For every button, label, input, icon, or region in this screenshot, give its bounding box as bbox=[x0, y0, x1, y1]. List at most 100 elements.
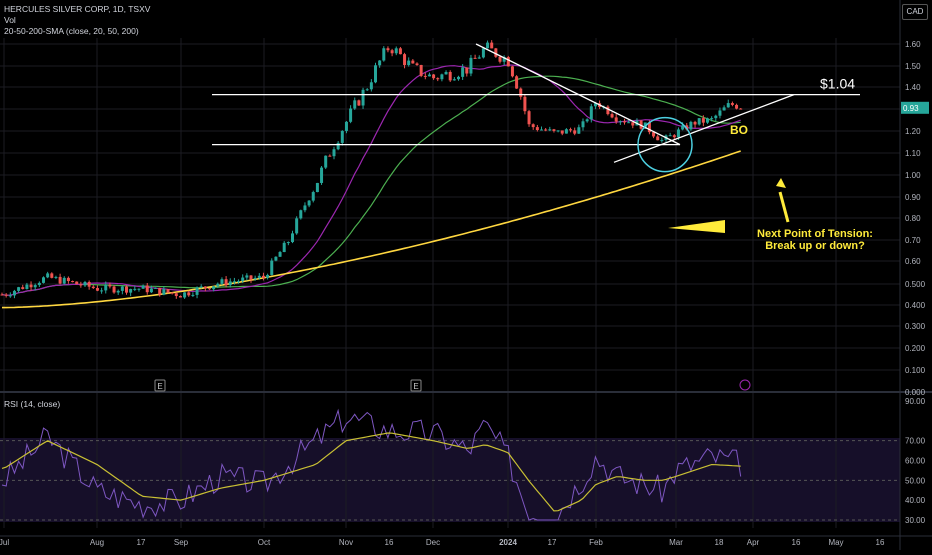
candle-body bbox=[614, 117, 618, 122]
price-tick-label: 0.200 bbox=[905, 344, 926, 353]
candle-body bbox=[129, 288, 133, 293]
candle-body bbox=[66, 277, 70, 282]
candle-body bbox=[585, 119, 589, 122]
time-tick-label: 18 bbox=[715, 538, 724, 547]
candle-body bbox=[739, 108, 743, 110]
candle-body bbox=[253, 277, 257, 280]
candle-body bbox=[394, 48, 398, 54]
breakout-label: BO bbox=[730, 123, 748, 137]
candle-body bbox=[291, 233, 294, 243]
candle-body bbox=[191, 294, 195, 296]
candle-body bbox=[465, 67, 469, 74]
time-tick-label: Sep bbox=[174, 538, 189, 547]
rsi-tick-label: 60.00 bbox=[905, 457, 926, 466]
candle-body bbox=[490, 42, 494, 49]
candle-body bbox=[307, 200, 311, 206]
currency-badge[interactable]: CAD bbox=[902, 4, 928, 20]
time-tick-label: Feb bbox=[589, 538, 603, 547]
candle-body bbox=[656, 136, 660, 141]
price-tick-label: 1.20 bbox=[905, 127, 921, 136]
candle-body bbox=[62, 277, 66, 284]
candle-body bbox=[361, 89, 365, 106]
rsi-tick-label: 70.00 bbox=[905, 437, 926, 446]
candle-body bbox=[278, 252, 282, 257]
candle-body bbox=[581, 121, 585, 128]
price-tick-label: 1.50 bbox=[905, 62, 921, 71]
candle-body bbox=[627, 122, 631, 124]
candle-body bbox=[735, 104, 739, 109]
candle-body bbox=[299, 210, 303, 219]
candle-body bbox=[569, 129, 573, 131]
candle-body bbox=[718, 110, 722, 116]
candle-body bbox=[535, 127, 539, 131]
time-tick-label: Oct bbox=[258, 538, 271, 547]
candle-body bbox=[237, 281, 241, 283]
time-tick-label: Mar bbox=[669, 538, 683, 547]
breakout-circle bbox=[637, 116, 693, 173]
candle-body bbox=[303, 205, 307, 211]
candle-body bbox=[444, 71, 448, 75]
candle-body bbox=[407, 60, 411, 66]
candle-body bbox=[58, 276, 62, 284]
candle-body bbox=[87, 282, 91, 287]
sma-label: 20-50-200-SMA (close, 20, 50, 200) bbox=[4, 26, 139, 36]
candle-body bbox=[324, 155, 328, 168]
candle-body bbox=[427, 74, 431, 77]
candle-body bbox=[726, 103, 730, 108]
candle-body bbox=[676, 129, 680, 138]
tension-note-line: Next Point of Tension: bbox=[757, 228, 873, 240]
candle-body bbox=[12, 290, 16, 296]
candle-body bbox=[481, 48, 485, 58]
price-tick-label: 1.60 bbox=[905, 40, 921, 49]
candle-body bbox=[349, 108, 353, 122]
sma-20-line bbox=[1, 64, 741, 296]
candle-body bbox=[461, 67, 465, 77]
candle-body bbox=[378, 60, 382, 66]
candle-body bbox=[328, 155, 332, 157]
earnings-marker-label: E bbox=[157, 382, 162, 391]
candle-body bbox=[693, 121, 697, 125]
candle-body bbox=[502, 57, 506, 62]
candle-body bbox=[432, 74, 436, 79]
price-tick-label: 0.500 bbox=[905, 280, 926, 289]
candle-body bbox=[232, 281, 236, 283]
rsi-tick-label: 90.00 bbox=[905, 397, 926, 406]
symbol-title: HERCULES SILVER CORP, 1D, TSXV bbox=[4, 4, 151, 14]
candle-body bbox=[527, 111, 531, 125]
candle-body bbox=[344, 121, 348, 131]
candle-body bbox=[647, 122, 651, 133]
candle-body bbox=[415, 63, 419, 65]
candle-body bbox=[486, 42, 490, 49]
dividend-marker-icon bbox=[739, 379, 751, 391]
candle-body bbox=[631, 122, 635, 126]
candle-body bbox=[353, 100, 357, 109]
price-tick-label: 0.400 bbox=[905, 301, 926, 310]
candle-body bbox=[270, 260, 274, 275]
candle-body bbox=[100, 290, 104, 292]
price-tick-label: 0.000 bbox=[905, 388, 926, 397]
candle-body bbox=[714, 115, 718, 119]
price-tick-label: 0.80 bbox=[905, 214, 921, 223]
time-tick-label: May bbox=[828, 538, 843, 547]
candle-body bbox=[195, 287, 199, 295]
candle-body bbox=[589, 106, 593, 120]
time-tick-label: 16 bbox=[792, 538, 801, 547]
candle-body bbox=[510, 66, 514, 77]
candle-body bbox=[730, 103, 734, 105]
time-tick-label: 2024 bbox=[499, 538, 517, 547]
candle-body bbox=[320, 167, 324, 183]
breakout-arrow bbox=[668, 220, 725, 233]
candle-body bbox=[369, 82, 373, 90]
price-tick-label: 0.100 bbox=[905, 366, 926, 375]
candle-body bbox=[701, 118, 705, 123]
grid-lines bbox=[0, 38, 900, 528]
candle-body bbox=[17, 287, 21, 291]
sma-200-line bbox=[2, 150, 741, 309]
candle-body bbox=[564, 129, 568, 134]
uptrend-line bbox=[613, 94, 795, 163]
candle-body bbox=[149, 288, 153, 293]
volume-label: Vol bbox=[4, 15, 16, 25]
earnings-marker-label: E bbox=[413, 382, 418, 391]
